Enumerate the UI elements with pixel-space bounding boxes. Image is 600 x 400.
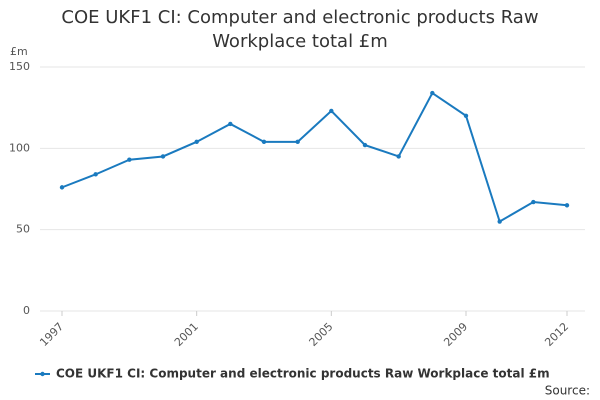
data-point [430, 90, 435, 96]
data-point [59, 185, 65, 190]
data-point [127, 157, 132, 162]
x-tick-label: 1997 [37, 320, 66, 349]
y-tick-label: 50 [16, 223, 30, 236]
data-point [295, 139, 300, 145]
legend-label: COE UKF1 CI: Computer and electronic pro… [56, 367, 550, 381]
data-point [396, 154, 401, 159]
data-point [261, 139, 267, 145]
data-point [531, 199, 536, 205]
legend-marker [40, 371, 45, 377]
data-point [93, 172, 98, 177]
x-tick-label: 2009 [441, 320, 470, 349]
data-point [497, 219, 502, 224]
y-tick-label: 150 [9, 60, 30, 73]
series-line [61, 91, 568, 224]
data-point [564, 203, 570, 208]
x-tick-label: 2005 [307, 320, 336, 349]
x-tick-label: 2001 [172, 320, 201, 349]
y-axis-label: £m [10, 45, 28, 58]
data-point [160, 154, 166, 159]
data-point [194, 139, 199, 145]
data-point [228, 121, 233, 127]
x-tick-label: 2012 [542, 320, 571, 349]
data-point [329, 108, 334, 114]
source: Source: [545, 384, 590, 398]
chart-title: COE UKF1 CI: Computer and electronic pro… [61, 7, 539, 52]
y-tick-label: 0 [23, 304, 30, 317]
data-point [362, 142, 368, 148]
data-point [463, 113, 469, 119]
y-tick-label: 100 [9, 141, 30, 154]
